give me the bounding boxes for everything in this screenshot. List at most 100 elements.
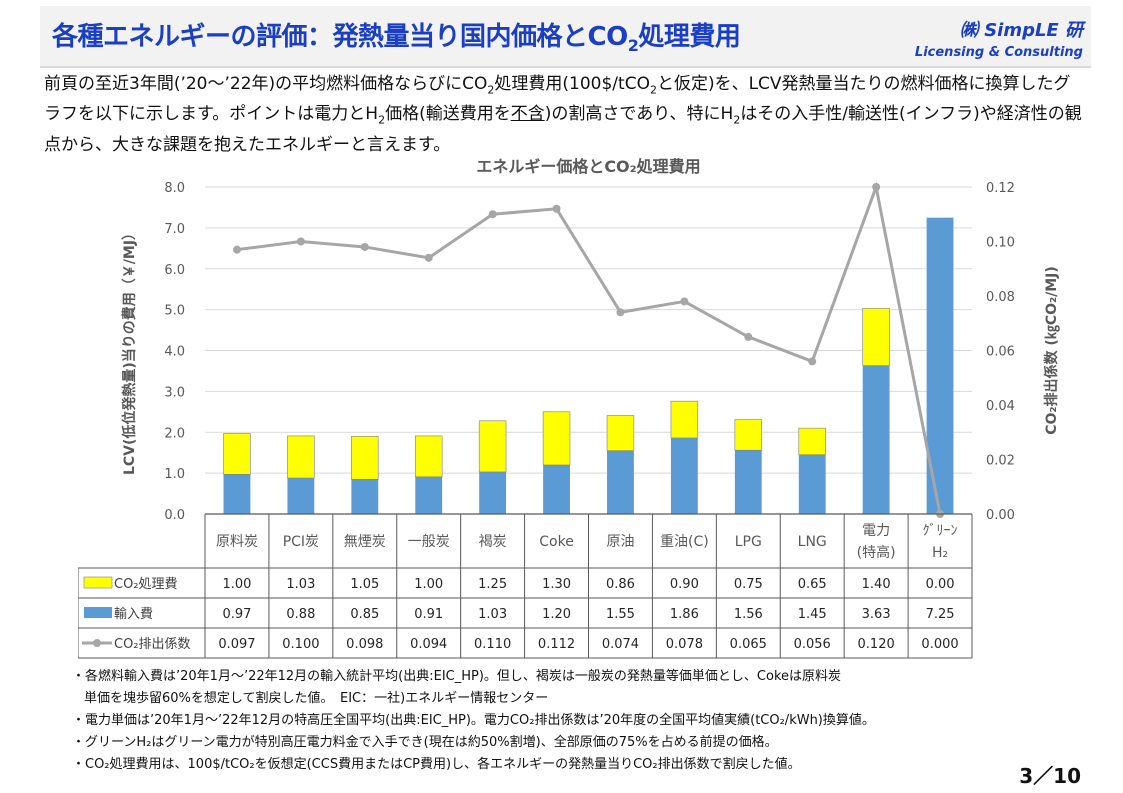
table-cell: 0.00: [926, 577, 955, 592]
table-cell: 0.056: [794, 637, 831, 652]
table-cell: 1.00: [414, 577, 443, 592]
bar-co2-6: [606, 415, 635, 451]
brand-logo: ㈱ SimpLE 研 Licensing & Consulting: [915, 16, 1083, 60]
y-tick-label: 6.0: [164, 263, 185, 278]
co2-emission-line: [236, 181, 942, 515]
header-bar: [40, 6, 1091, 68]
intro-text-3: と仮定)を、LCV発熱量当たりの燃料価格に換算したグラフを以下に示します。ポイン…: [44, 74, 1071, 125]
table-cell: 0.094: [410, 637, 447, 652]
y2-tick-label: 0.04: [986, 399, 1015, 414]
x-category-label: 重油(C): [660, 534, 709, 550]
bar-import-9: [798, 454, 826, 514]
y-tick-label: 0.0: [164, 508, 185, 523]
table-cell: 0.86: [606, 577, 635, 592]
footnote-2: ・電力単価は’20年1月～’22年12月の特高圧全国平均(出典:EIC_HP)。…: [72, 713, 875, 728]
bar-co2-8: [734, 419, 763, 451]
bar-import-0: [223, 474, 251, 514]
y-tick-label: 5.0: [164, 304, 185, 319]
page-title: 各種エネルギーの評価：発熱量当り国内価格とCO2処理費用: [52, 16, 741, 56]
y2-tick-label: 0.10: [986, 236, 1015, 251]
bar-import-1: [287, 478, 315, 514]
bar-co2-0: [223, 433, 251, 475]
table-cell: 0.078: [666, 637, 703, 652]
table-cell: 1.86: [670, 607, 699, 622]
table-cell: 0.097: [218, 637, 255, 652]
y-tick-label: 8.0: [164, 181, 185, 196]
co2-emission-point-0: [232, 245, 241, 254]
y-tick-label: 2.0: [164, 426, 185, 441]
table-cell: 0.97: [222, 607, 251, 622]
bar-import-7: [670, 437, 698, 514]
x-category-label: LPG: [735, 534, 762, 550]
intro-sub-3: 2: [378, 113, 386, 127]
bar-import-3: [415, 476, 443, 514]
y2-axis-label: CO₂排出係数 (㎏CO₂/MJ): [1043, 266, 1061, 435]
y-tick-label: 7.0: [164, 222, 185, 237]
table-cell: 1.25: [478, 577, 507, 592]
x-category-label: (特高): [857, 544, 896, 561]
bar-co2-3: [414, 435, 443, 478]
co2-emission-point-3: [424, 253, 433, 262]
footnote-1: ・各燃料輸入費は’20年1月～’22年12月の輸入統計平均(出典:EIC_HP)…: [72, 669, 842, 684]
x-category-label: 無煙炭: [344, 534, 386, 550]
x-category-label: 一般炭: [408, 534, 450, 550]
y-tick-label: 4.0: [164, 345, 185, 360]
table-cell: 1.40: [862, 577, 891, 592]
table-cell: 1.30: [542, 577, 571, 592]
table-cell: 0.000: [921, 637, 958, 652]
table-cell: 1.56: [734, 607, 763, 622]
bar-co2-10: [862, 308, 890, 366]
bar-import-6: [607, 450, 634, 514]
y-tick-label: 3.0: [164, 385, 185, 400]
table-cell: 0.75: [734, 577, 763, 592]
title-main: 各種エネルギーの評価：発熱量当り国内価格とCO: [52, 22, 628, 52]
bar-co2-5: [542, 411, 571, 466]
page-number: 3／10: [1019, 764, 1081, 788]
legend-key-0: [83, 576, 113, 589]
intro-text-5: )の割高さであり、特にH: [544, 104, 734, 125]
co2-emission-point-10: [872, 183, 881, 191]
x-category-label: ｸﾞﾘｰﾝ: [923, 523, 958, 539]
bar-import-4: [479, 471, 507, 514]
table-cell: 0.098: [346, 637, 383, 652]
x-category-label: 原料炭: [216, 534, 258, 550]
table-cell: 0.90: [670, 577, 699, 592]
intro-text-6: はその入手性/輸送性(インフラ)や経済性の観点から、大きな課題を抱えたエネルギー…: [44, 104, 1082, 155]
intro-paragraph: 前頁の至近3年間(’20～’22年)の平均燃料価格ならびにCO2処理費用(100…: [44, 72, 1084, 158]
bar-co2-9: [798, 427, 826, 456]
chart-title: エネルギー価格とCO₂処理費用: [476, 157, 700, 176]
table-cell: 1.45: [798, 607, 827, 622]
intro-sub-5: 2: [733, 113, 741, 127]
co2-emission-point-7: [680, 297, 689, 306]
x-category-label: 電力: [862, 523, 890, 539]
table-cell: 1.05: [350, 577, 379, 592]
legend-label-0: CO₂処理費: [114, 577, 178, 592]
legend-label-1: 輸入費: [114, 607, 153, 622]
y-tick-label: 1.0: [164, 467, 185, 482]
co2-emission-point-6: [616, 308, 625, 317]
bar-import-2: [351, 479, 379, 514]
bar-import-8: [734, 450, 762, 514]
table-cell: 0.065: [730, 637, 767, 652]
x-category-label: LNG: [798, 534, 827, 550]
table-cell: 0.100: [282, 637, 319, 652]
x-category-label: H₂: [932, 545, 948, 561]
bar-import-10: [862, 365, 890, 514]
co2-emission-point-2: [360, 242, 369, 251]
x-category-label: 褐炭: [479, 534, 507, 550]
intro-underlined: 不含: [510, 104, 545, 125]
table-cell: 1.55: [606, 607, 635, 622]
y-axis-label: LCV(低位発熱量)当りの費用（￥/MJ）: [121, 226, 138, 475]
y2-tick-label: 0.02: [986, 454, 1015, 469]
x-category-label: 原油: [606, 534, 634, 550]
title-subscript: 2: [627, 36, 639, 56]
co2-emission-point-1: [296, 237, 305, 246]
bar-co2-1: [287, 435, 315, 479]
table-cell: 0.85: [350, 607, 379, 622]
x-category-label: PCI炭: [283, 534, 319, 550]
table-cell: 0.074: [602, 637, 639, 652]
table-cell: 1.00: [222, 577, 251, 592]
brand-name: ㈱ SimpLE 研: [959, 20, 1083, 41]
y2-tick-label: 0.08: [986, 290, 1015, 305]
table-cell: 0.88: [286, 607, 315, 622]
